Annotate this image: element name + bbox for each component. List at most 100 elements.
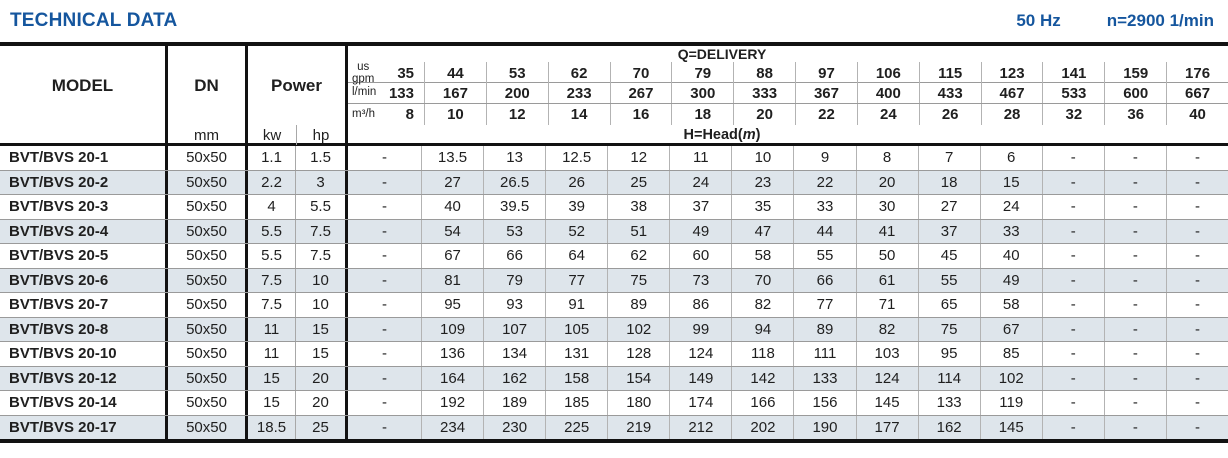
- head-cell: 25: [607, 170, 669, 194]
- head-cell: 65: [917, 293, 980, 317]
- head-cell: -: [1103, 391, 1166, 415]
- flow-value: 97: [795, 62, 857, 85]
- model-header-label: MODEL: [51, 75, 114, 95]
- head-cell: 55: [917, 268, 980, 292]
- head-cell: 13.5: [421, 146, 483, 170]
- kw-cell: 2.2: [245, 170, 295, 194]
- flow-unit-first-cell: m³/h 8: [348, 104, 424, 125]
- kw-cell: 5.5: [245, 244, 295, 268]
- flow-value: 300: [671, 83, 733, 103]
- head-cell: 225: [545, 415, 607, 439]
- head-cell: 10: [731, 146, 793, 170]
- head-cell: 47: [731, 219, 793, 243]
- head-cell: 49: [979, 268, 1042, 292]
- head-cell: -: [345, 146, 421, 170]
- flow-value: 62: [547, 62, 610, 85]
- table-row: BVT/BVS 20-8 50x50 11 15-109 107 105 102 99 94 89…: [0, 316, 1228, 341]
- head-cell: 230: [483, 415, 545, 439]
- head-cell: 156: [793, 391, 855, 415]
- head-cell: 82: [855, 317, 918, 341]
- head-cell: 145: [855, 391, 918, 415]
- head-cell: 93: [483, 293, 545, 317]
- flow-value: 233: [547, 83, 610, 103]
- head-cell: 52: [545, 219, 607, 243]
- head-cell: 45: [917, 244, 980, 268]
- model-cell: BVT/BVS 20-6: [9, 271, 109, 289]
- head-cell: 66: [793, 268, 855, 292]
- dn-cell: 50x50: [165, 293, 245, 317]
- flow-value: 106: [856, 62, 919, 85]
- flow-value: 167: [424, 83, 486, 103]
- dn-cell: 50x50: [165, 244, 245, 268]
- head-cell: 109: [421, 317, 483, 341]
- flow-value: 53: [485, 62, 548, 85]
- head-cell: 91: [545, 293, 607, 317]
- flow-value: 70: [609, 62, 672, 85]
- power-header-label: Power: [270, 75, 323, 95]
- head-cell: 124: [669, 342, 731, 366]
- kw-cell: 4: [245, 195, 295, 219]
- flow-value: 18: [671, 104, 733, 125]
- hp-cell: 20: [295, 366, 345, 390]
- head-cell: -: [1041, 195, 1104, 219]
- head-cell: -: [345, 244, 421, 268]
- hp-cell: 25: [295, 415, 345, 439]
- head-cell: 75: [607, 268, 669, 292]
- flow-value: 367: [795, 83, 857, 103]
- model-cell: BVT/BVS 20-14: [9, 394, 117, 412]
- table-row: BVT/BVS 20-3 50x50 4 5.5-40 39.5 39 38 37 35 33 30…: [0, 194, 1228, 219]
- head-cell: 162: [483, 366, 545, 390]
- table-row: BVT/BVS 20-14 50x50 15 20-192 189 185 180 174 16…: [0, 390, 1228, 415]
- flow-value: 176: [1166, 62, 1228, 85]
- head-cell: 128: [607, 342, 669, 366]
- flow-unit-first-cell: l/min 133: [348, 83, 424, 103]
- head-cell: -: [1165, 366, 1228, 390]
- head-cell: -: [345, 415, 421, 439]
- head-cell: 166: [731, 391, 793, 415]
- head-cell: 60: [669, 244, 731, 268]
- head-cell: 44: [793, 219, 855, 243]
- table-row: BVT/BVS 20-17 50x50 18.5 25-234 230 225 219 212…: [0, 414, 1228, 439]
- model-cell: BVT/BVS 20-2: [9, 173, 109, 191]
- flow-value: 36: [1104, 104, 1166, 125]
- table-header: MODEL DN mm Power kw hp Q=DELIVERY us gp…: [0, 46, 1228, 146]
- table-row: BVT/BVS 20-5 50x50 5.5 7.5-67 66 64 62 60 58 55 50…: [0, 243, 1228, 268]
- table-row: BVT/BVS 20-2 50x50 2.2 3-27 26.5 26 25 24 23 22 20…: [0, 169, 1228, 194]
- head-cell: 102: [607, 317, 669, 341]
- dn-header-cell: DN mm: [165, 46, 245, 145]
- head-cell: 9: [793, 146, 855, 170]
- flow-unit-label: us gpm: [352, 61, 375, 85]
- head-cell: 133: [917, 391, 980, 415]
- head-cell: -: [1041, 244, 1104, 268]
- kw-cell: 5.5: [245, 219, 295, 243]
- table-row: BVT/BVS 20-4 50x50 5.5 7.5-54 53 52 51 49 47 44 41…: [0, 218, 1228, 243]
- flow-value: 333: [733, 83, 795, 103]
- flow-value: 123: [980, 62, 1043, 85]
- head-cell: 39.5: [483, 195, 545, 219]
- head-cell: 6: [979, 146, 1042, 170]
- head-cell: 89: [793, 317, 855, 341]
- head-cell: 13: [483, 146, 545, 170]
- model-cell: BVT/BVS 20-8: [9, 320, 109, 338]
- head-cell: -: [1103, 244, 1166, 268]
- head-cell: 67: [421, 244, 483, 268]
- dn-cell: 50x50: [165, 391, 245, 415]
- head-cell: 102: [979, 366, 1042, 390]
- head-cell: 26: [545, 170, 607, 194]
- head-cell: 180: [607, 391, 669, 415]
- head-cell: 24: [979, 195, 1042, 219]
- head-cell: 119: [979, 391, 1042, 415]
- head-cell: 82: [731, 293, 793, 317]
- head-cell: 12: [607, 146, 669, 170]
- head-cell: 105: [545, 317, 607, 341]
- head-cell: 118: [731, 342, 793, 366]
- head-cell: 50: [855, 244, 918, 268]
- hp-cell: 5.5: [295, 195, 345, 219]
- head-cell: 53: [483, 219, 545, 243]
- model-cell: BVT/BVS 20-12: [9, 369, 117, 387]
- power-header-cell: Power kw hp: [245, 46, 345, 145]
- head-cell: 95: [421, 293, 483, 317]
- head-cell: -: [1041, 317, 1104, 341]
- head-cell: 30: [855, 195, 918, 219]
- table-row: BVT/BVS 20-6 50x50 7.5 10-81 79 77 75 73 70 66 61 5…: [0, 267, 1228, 292]
